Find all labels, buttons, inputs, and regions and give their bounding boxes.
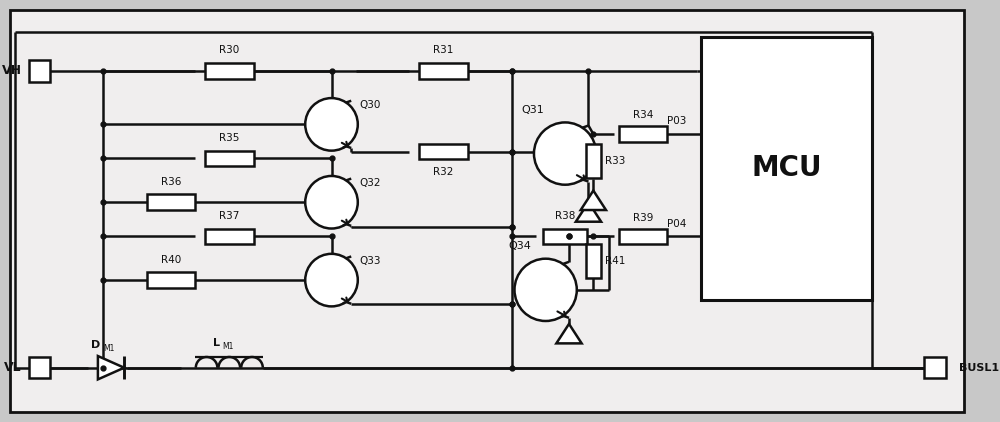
Text: Q32: Q32 [360,178,381,188]
Text: P03: P03 [667,116,687,126]
Bar [29,60,50,81]
Text: R30: R30 [219,45,239,55]
Bar [205,229,254,244]
Circle shape [534,122,596,185]
Bar [543,229,587,244]
Text: R37: R37 [219,211,239,221]
Text: Q31: Q31 [521,105,544,115]
Bar [619,126,667,142]
Text: Q33: Q33 [360,255,381,265]
Bar [701,37,872,300]
Circle shape [305,254,358,306]
Polygon shape [581,191,606,210]
Text: Q34: Q34 [509,241,532,251]
Polygon shape [98,356,124,379]
Text: R35: R35 [219,133,239,143]
Text: R38: R38 [555,211,575,221]
Text: D: D [91,340,100,350]
Circle shape [305,176,358,229]
Circle shape [305,98,358,151]
Bar [419,63,468,78]
Text: R33: R33 [605,157,625,166]
Text: VH: VH [2,64,22,77]
Text: M1: M1 [222,342,234,351]
Text: R39: R39 [633,213,653,223]
Text: R32: R32 [433,167,454,177]
Bar [147,272,195,288]
Text: BUSL1: BUSL1 [959,363,999,373]
Bar [29,357,50,379]
Circle shape [514,259,577,321]
Polygon shape [556,324,582,344]
Text: Q30: Q30 [360,100,381,110]
Text: R41: R41 [605,256,625,265]
Bar [924,357,946,379]
Bar [619,229,667,244]
Text: R36: R36 [161,177,181,187]
Text: P04: P04 [667,219,687,229]
Text: L: L [213,338,220,348]
Polygon shape [576,202,601,222]
Text: MCU: MCU [751,154,822,182]
Bar [586,144,601,179]
Text: VL: VL [4,361,22,374]
Bar [205,63,254,78]
Bar [205,151,254,166]
Text: R40: R40 [161,254,181,265]
Text: R34: R34 [633,111,653,120]
Bar [419,144,468,160]
Text: M1: M1 [103,344,114,353]
Text: R31: R31 [433,45,454,55]
Bar [147,195,195,210]
Bar [586,243,601,278]
